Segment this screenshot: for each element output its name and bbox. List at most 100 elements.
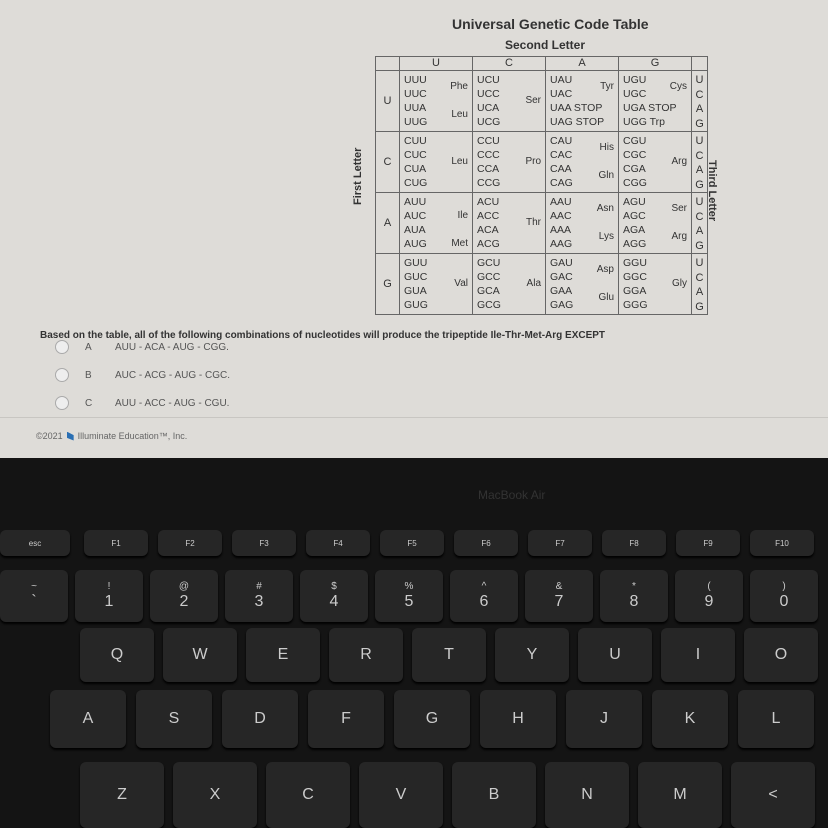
key[interactable]: ! 1 [75, 570, 143, 622]
key[interactable]: C [266, 762, 350, 828]
key[interactable]: * 8 [600, 570, 668, 622]
key[interactable]: Z [80, 762, 164, 828]
key[interactable]: F [308, 690, 384, 748]
key[interactable]: #3 [225, 570, 293, 622]
codon: UCU [477, 74, 500, 86]
codon: GGA [623, 285, 647, 297]
option-text: AUC - ACG - AUG - CGC. [115, 369, 231, 381]
key[interactable]: L [738, 690, 814, 748]
codon-cell: ACU ACC ACA ACG Thr [472, 192, 546, 254]
key[interactable]: F5 [380, 530, 444, 556]
radio-button[interactable] [55, 396, 69, 410]
codon: CUA [404, 163, 427, 175]
key[interactable]: (9 [675, 570, 743, 622]
key-label: esc [28, 538, 42, 548]
key[interactable]: ^ 6 [450, 570, 518, 622]
key[interactable]: X [173, 762, 257, 828]
key[interactable]: R [329, 628, 403, 682]
column-header: A [545, 56, 619, 71]
key[interactable]: J [566, 690, 642, 748]
codon: CAU [550, 135, 573, 147]
key[interactable]: T [412, 628, 486, 682]
question-text: Based on the table, all of the following… [40, 330, 606, 341]
codon: GUG [404, 299, 428, 311]
key[interactable]: W [163, 628, 237, 682]
key[interactable]: ~ ` [0, 570, 68, 622]
codon: GGU [623, 257, 647, 269]
key[interactable]: B [452, 762, 536, 828]
option-c[interactable]: C AUU - ACC - AUG - CGU. [55, 396, 229, 410]
key[interactable]: F8 [602, 530, 666, 556]
key-label: F3 [259, 538, 269, 548]
key[interactable]: F6 [454, 530, 518, 556]
amino-acid: His [599, 142, 614, 153]
key-label: ` [31, 593, 37, 610]
key[interactable]: K [652, 690, 728, 748]
key-label: U [609, 646, 621, 663]
codon: UAC [550, 88, 573, 100]
key[interactable]: F2 [158, 530, 222, 556]
key[interactable]: N [545, 762, 629, 828]
key[interactable]: F1 [84, 530, 148, 556]
codon: UGU [623, 74, 647, 86]
key-label: B [488, 786, 500, 803]
codon-cell: GUU GUC GUA GUG Val [399, 253, 473, 315]
key[interactable]: O [744, 628, 818, 682]
amino-acid: Arg [671, 156, 687, 167]
codon: UUC [404, 88, 427, 100]
key[interactable]: E [246, 628, 320, 682]
amino-acid: Asn [596, 203, 614, 214]
key[interactable]: @2 [150, 570, 218, 622]
third-letter: G [695, 178, 704, 191]
codon: GUC [404, 271, 428, 283]
key[interactable]: F10 [750, 530, 814, 556]
key-label: R [360, 646, 372, 663]
key[interactable]: ) 0 [750, 570, 818, 622]
third-letter: C [695, 210, 704, 223]
amino-acid: Glu [598, 292, 614, 303]
codon: ACA [477, 224, 499, 236]
key[interactable]: G [394, 690, 470, 748]
amino-acid: Val [454, 278, 468, 289]
radio-button[interactable] [55, 340, 69, 354]
key[interactable]: $4 [300, 570, 368, 622]
third-letter: G [695, 300, 704, 313]
key[interactable]: F7 [528, 530, 592, 556]
key[interactable]: U [578, 628, 652, 682]
key-label: V [395, 786, 407, 803]
key[interactable]: D [222, 690, 298, 748]
corner [691, 56, 708, 71]
key[interactable]: H [480, 690, 556, 748]
codon-cell: CGU CGC CGA CGG Arg [618, 131, 692, 193]
key-shift-label: ~ [31, 581, 37, 592]
codon: UGG Trp [623, 116, 666, 128]
codon-cell: UGU UGC UGA STOP UGG Trp Cys [618, 70, 692, 132]
option-a[interactable]: A AUU - ACA - AUG - CGG. [55, 340, 229, 354]
key-label: G [425, 710, 439, 727]
key[interactable]: F9 [676, 530, 740, 556]
key[interactable]: % 5 [375, 570, 443, 622]
key[interactable]: S [136, 690, 212, 748]
key[interactable]: A [50, 690, 126, 748]
radio-button[interactable] [55, 368, 69, 382]
codon: GAC [550, 271, 573, 283]
key[interactable]: F3 [232, 530, 296, 556]
third-letter: U [695, 74, 704, 86]
key[interactable]: I [661, 628, 735, 682]
key-label: F6 [481, 538, 491, 548]
option-b[interactable]: B AUC - ACG - AUG - CGC. [55, 368, 230, 382]
key[interactable]: Y [495, 628, 569, 682]
key[interactable]: V [359, 762, 443, 828]
key[interactable]: < [731, 762, 815, 828]
key[interactable]: M [638, 762, 722, 828]
key-label: L [771, 710, 781, 727]
key[interactable]: F4 [306, 530, 370, 556]
third-letter: C [695, 88, 704, 101]
key-label: A [82, 710, 94, 727]
amino-acid: Met [451, 238, 468, 249]
amino-acid: Ser [671, 203, 687, 214]
key[interactable]: esc [0, 530, 70, 556]
key[interactable]: Q [80, 628, 154, 682]
key[interactable]: & 7 [525, 570, 593, 622]
